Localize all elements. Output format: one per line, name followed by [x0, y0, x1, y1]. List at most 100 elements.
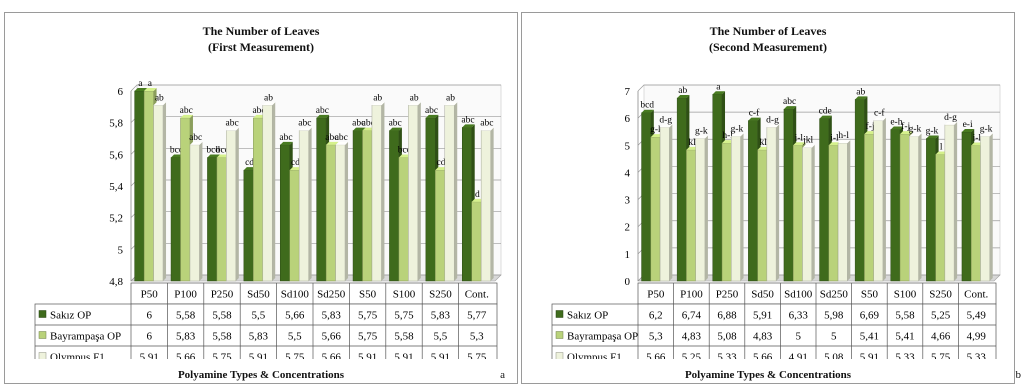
bar: [325, 144, 336, 282]
x-tick-label: S250: [429, 289, 452, 301]
significance-label: i-l: [973, 134, 982, 144]
bar: [444, 105, 455, 282]
legend-swatch: [38, 310, 47, 318]
significance-label: ab: [410, 93, 419, 103]
bar-top: [766, 124, 780, 128]
table-cell-value: 5,83: [431, 310, 451, 322]
bar: [641, 112, 652, 282]
bar-top: [961, 128, 975, 132]
bar-side: [918, 133, 922, 281]
significance-label: abc: [352, 119, 365, 129]
bar-top: [641, 109, 654, 113]
bar-side: [882, 117, 886, 281]
y-tick-label: 0: [625, 276, 631, 288]
table-cell-value: 5,91: [431, 352, 450, 360]
bar-side: [272, 102, 276, 281]
bar-top: [262, 102, 276, 106]
table-cell-value: 6,69: [860, 310, 880, 322]
table-cell-value: 6: [146, 331, 152, 343]
significance-label: g-k: [731, 124, 744, 134]
bar: [970, 145, 981, 282]
significance-label: abc: [325, 133, 338, 143]
bar: [731, 136, 741, 282]
bar: [335, 144, 346, 282]
bar: [207, 157, 218, 282]
bar-top: [855, 96, 868, 100]
x-tick-label: Cont.: [465, 289, 489, 301]
bar-top: [144, 88, 157, 91]
bar: [854, 99, 865, 282]
significance-label: abc: [480, 119, 493, 129]
bar-chart-second: 01234567bcdg-kd-gabklg-kah-lg-kc-fkld-ga…: [551, 82, 1001, 360]
bar-top: [838, 140, 851, 144]
table-cell-value: 6,74: [682, 310, 702, 322]
table-cell-value: 5,49: [967, 310, 987, 322]
legend-label: Olympus F1: [50, 352, 105, 360]
table-cell-value: 5,91: [860, 352, 879, 360]
y-tick-label: 6: [118, 86, 124, 98]
significance-label: g-k: [695, 127, 708, 137]
bar-side: [490, 127, 494, 281]
significance-label: cd: [437, 158, 446, 168]
significance-label: bcd: [640, 101, 654, 111]
legend-swatch: [38, 352, 47, 359]
bar: [352, 130, 363, 282]
significance-label: g-k: [926, 127, 939, 137]
y-tick-label: 5,8: [109, 118, 123, 130]
legend-label: Sakız OP: [50, 310, 91, 322]
x-tick-label: P50: [141, 289, 159, 301]
table-cell-value: 5,58: [394, 331, 414, 343]
bar-side: [417, 102, 421, 281]
significance-label: g-k: [650, 125, 663, 135]
significance-label: abc: [362, 119, 375, 129]
table-cell-value: 5,66: [322, 331, 342, 343]
bar: [721, 142, 732, 282]
significance-label: g-k: [980, 124, 993, 134]
bar-side: [811, 144, 815, 281]
y-tick-label: 4: [625, 167, 631, 179]
table-cell-value: 5,75: [394, 310, 414, 322]
significance-label: abc: [226, 119, 239, 129]
significance-label: l: [940, 143, 943, 153]
bar: [659, 127, 670, 282]
significance-label: ab: [264, 93, 273, 103]
chart-title: The Number of Leaves (First Measurement): [5, 23, 517, 55]
bar-side: [308, 127, 312, 281]
bar: [650, 136, 661, 282]
x-tick-label: S50: [359, 289, 377, 301]
bar-top: [425, 114, 439, 118]
y-tick-label: 2: [625, 222, 631, 234]
bar-top: [660, 124, 673, 128]
table-cell-value: 4,66: [931, 331, 951, 343]
bar: [435, 169, 446, 282]
bar: [262, 105, 273, 282]
y-tick-label: 5,2: [109, 213, 123, 225]
bar: [371, 105, 382, 282]
x-axis-label: Polyamine Types & Concentrations: [684, 369, 852, 381]
bar-side: [740, 133, 744, 281]
table-cell-value: 5,41: [860, 331, 879, 343]
x-tick-label: P250: [716, 289, 739, 301]
y-tick-label: 3: [625, 195, 631, 207]
x-tick-label: P100: [174, 289, 197, 301]
significance-label: f-j: [901, 121, 910, 132]
bar-top: [408, 102, 421, 106]
significance-label: f-j: [866, 121, 875, 132]
bar-top: [873, 117, 886, 121]
significance-label: ab: [856, 87, 865, 97]
significance-label: bcd: [206, 146, 220, 156]
table-cell-value: 5,33: [895, 352, 915, 360]
table-cell-value: 5,75: [285, 352, 305, 360]
bar-top: [802, 144, 815, 148]
bar: [819, 118, 830, 282]
bar: [757, 149, 768, 282]
chart-panel-second: The Number of Leaves (Second Measurement…: [521, 12, 1021, 384]
bar-side: [847, 140, 851, 281]
significance-label: abc: [316, 106, 329, 116]
table-cell-value: 5,08: [717, 331, 737, 343]
table-cell-value: 4,83: [753, 331, 773, 343]
significance-label: i-l: [795, 133, 804, 143]
chart-title-line: The Number of Leaves: [709, 24, 827, 38]
table-cell-value: 5,75: [358, 310, 378, 322]
x-tick-label: S100: [393, 289, 416, 301]
